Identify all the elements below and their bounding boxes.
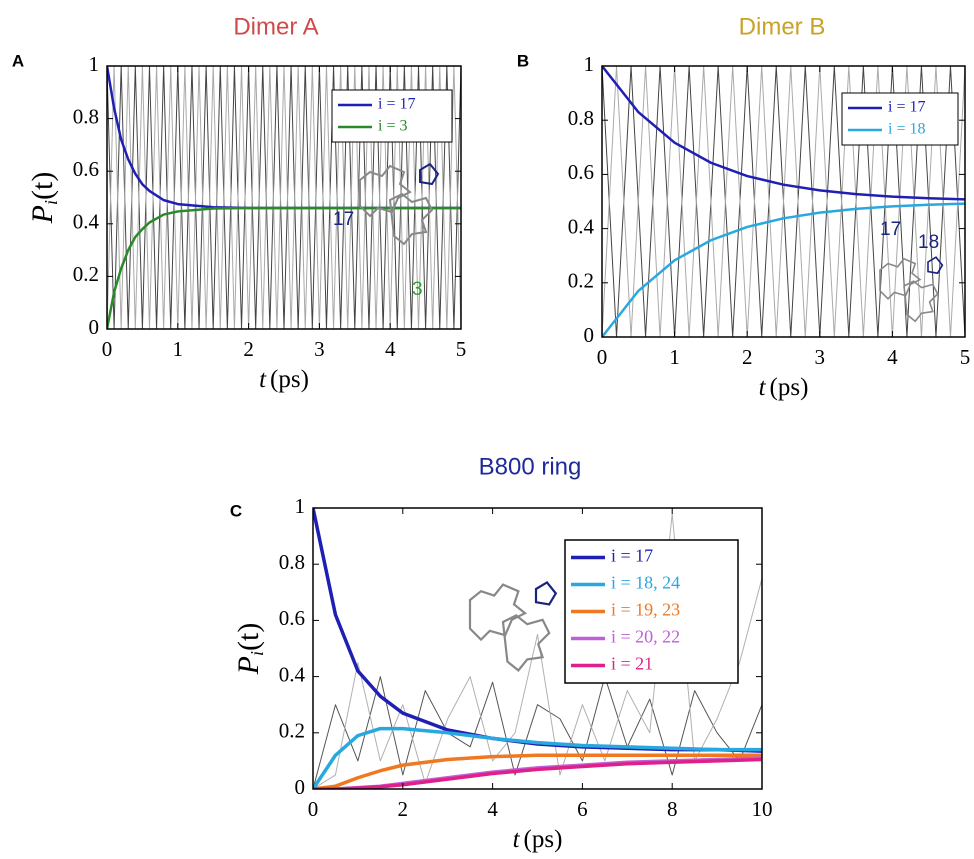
legend-label: i = 17: [378, 96, 415, 113]
y-tick-label: 1: [295, 494, 306, 518]
x-tick-label: 5: [960, 345, 971, 369]
annotation: 3: [412, 279, 423, 300]
annotation: 17: [333, 209, 354, 230]
y-label-arg: (t): [26, 172, 59, 200]
y-tick-label: 0.6: [73, 157, 99, 181]
x-label-unit: (ps): [270, 366, 309, 393]
chart-title: Dimer A: [233, 13, 318, 40]
x-tick-label: 2: [398, 797, 409, 821]
molecule-shape: [536, 582, 556, 604]
y-tick-label: 0.8: [73, 104, 99, 128]
legend-label: i = 17: [611, 546, 653, 566]
y-axis-label: Pi(t): [232, 623, 267, 676]
y-label-arg: (t): [232, 623, 265, 651]
panel-label: A: [12, 51, 24, 70]
figure: Dimer AA17301234500.20.40.60.81t(ps)Pi(t…: [0, 0, 974, 859]
chart-panel: B800 ring C 0 2 4 6 8 10 0 0.2 0.4 0.6 0.8 1 t(ps) Pi(t…: [230, 453, 773, 852]
molecule-shape: [880, 259, 920, 299]
panel-label: C: [230, 501, 242, 520]
x-tick-label: 4: [385, 337, 396, 361]
y-tick-label: 0: [89, 315, 100, 339]
y-label-var: P: [232, 656, 265, 675]
x-axis-label: t(ps): [513, 826, 563, 853]
x-tick-label: 0: [102, 337, 113, 361]
y-tick-label: 0.2: [73, 262, 99, 286]
x-tick-label: 2: [243, 337, 254, 361]
y-tick-label: 0.2: [279, 719, 305, 743]
y-label-var: P: [26, 205, 59, 224]
molecule-shape: [470, 585, 525, 640]
y-tick-label: 0.2: [568, 269, 594, 293]
x-axis-label: t(ps): [259, 366, 309, 393]
x-tick-label: 8: [667, 797, 678, 821]
x-tick-label: 10: [752, 797, 773, 821]
chart-title: Dimer B: [739, 13, 826, 40]
y-tick-label: 0.8: [279, 550, 305, 574]
x-tick-label: 0: [597, 345, 608, 369]
y-tick-label: 0.6: [279, 606, 305, 630]
legend-label: i = 21: [611, 654, 653, 674]
x-label-unit: (ps): [524, 826, 563, 853]
chart-title: B800 ring: [479, 453, 582, 480]
x-tick-label: 3: [314, 337, 325, 361]
x-label-var: t: [513, 826, 521, 853]
y-tick-label: 1: [89, 52, 100, 76]
x-label-var: t: [759, 374, 767, 401]
y-tick-label: 1: [584, 52, 595, 76]
x-tick-label: 4: [487, 797, 498, 821]
legend-label: i = 20, 22: [611, 627, 680, 647]
y-axis-label: Pi(t): [26, 172, 61, 225]
y-tick-label: 0: [584, 323, 595, 347]
y-tick-label: 0.4: [568, 214, 595, 238]
x-tick-label: 4: [887, 345, 898, 369]
x-tick-label: 5: [456, 337, 467, 361]
legend-label: i = 18, 24: [611, 573, 680, 593]
annotation: 17: [880, 219, 901, 240]
chart-panel: Dimer B B 17 18 0 1 2 3 4 5 0 0.2 0.4 0.6 0.8 1 t(ps) i =…: [517, 13, 970, 400]
x-label-unit: (ps): [770, 374, 809, 401]
y-tick-label: 0.6: [568, 160, 594, 184]
y-tick-label: 0.4: [279, 662, 306, 686]
x-tick-label: 1: [173, 337, 184, 361]
x-tick-label: 2: [742, 345, 753, 369]
y-tick-label: 0.8: [568, 106, 594, 130]
chart-panel: Dimer A A 17 3 0 1 2 3 4 5 0 0.2 0.4 0.6 0.8 1 t(ps) Pi(t…: [12, 13, 466, 392]
legend-label: i = 19, 23: [611, 600, 680, 620]
legend-label: i = 18: [888, 121, 925, 138]
x-tick-label: 1: [669, 345, 680, 369]
x-tick-label: 3: [815, 345, 826, 369]
annotation: 18: [918, 232, 939, 253]
x-tick-label: 0: [308, 797, 319, 821]
panel-label: B: [517, 51, 529, 70]
legend-label: i = 17: [888, 99, 925, 116]
x-tick-label: 6: [577, 797, 588, 821]
x-axis-label: t(ps): [759, 374, 809, 401]
legend-label: i = 3: [378, 118, 407, 135]
x-label-var: t: [259, 366, 267, 393]
molecule-inset: [470, 582, 556, 670]
y-tick-label: 0.4: [73, 210, 100, 234]
y-tick-label: 0: [295, 775, 306, 799]
